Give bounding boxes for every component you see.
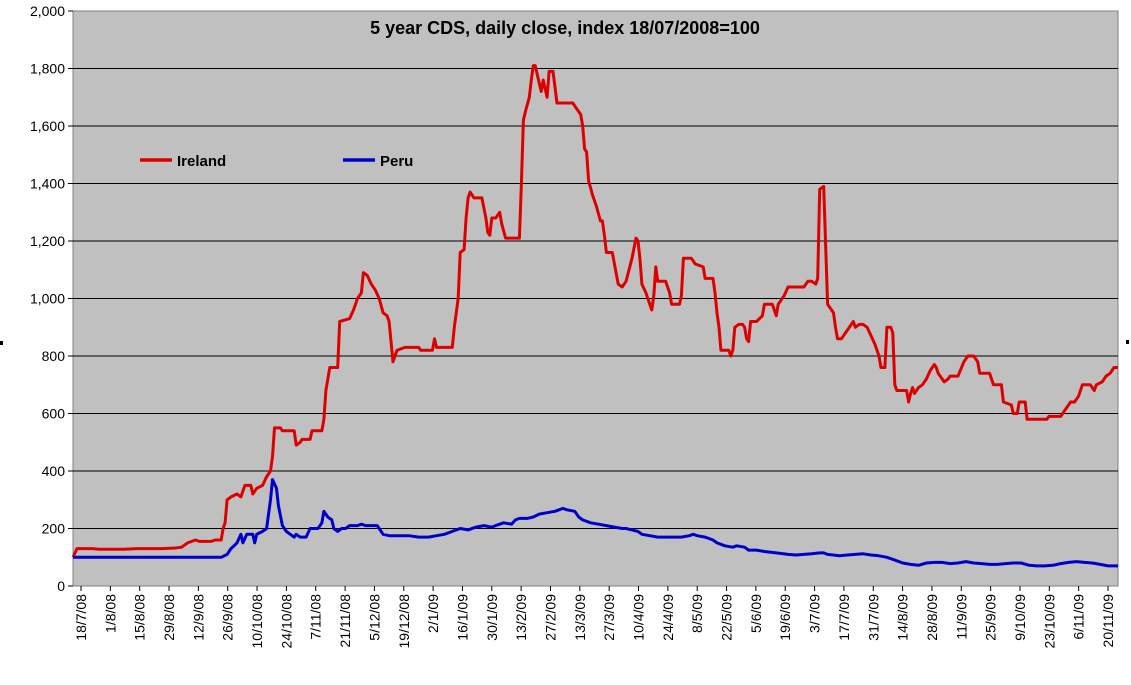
x-tick-label: 25/9/09: [983, 594, 999, 641]
x-tick-label: 24/4/09: [660, 594, 676, 641]
y-tick-label: 1,800: [30, 61, 65, 77]
x-tick-label: 10/10/08: [249, 594, 265, 649]
series-lines: [71, 64, 1118, 568]
x-tick-label: 3/7/09: [807, 594, 823, 633]
y-tick-label: 2,000: [30, 3, 65, 19]
x-tick-label: 29/8/08: [161, 594, 177, 641]
x-tick-label: 27/2/09: [542, 594, 558, 641]
legend: Ireland Peru: [140, 153, 413, 170]
x-tick-label: 27/3/09: [601, 594, 617, 641]
x-tick-label: 2/1/09: [425, 594, 441, 633]
x-tick-label: 13/2/09: [513, 594, 529, 641]
x-tick-label: 7/11/08: [308, 594, 324, 640]
x-tick-label: 18/7/08: [73, 594, 89, 641]
x-tick-label: 17/7/09: [836, 594, 852, 641]
y-tick-label: 400: [42, 463, 66, 479]
y-tick-label: 800: [42, 348, 66, 364]
y-tick-label: 600: [42, 406, 66, 422]
x-tick-label: 12/9/08: [190, 594, 206, 641]
x-tick-label: 24/10/08: [278, 594, 294, 649]
grid-lines: [73, 68, 1118, 529]
x-tick-label: 19/12/08: [396, 594, 412, 649]
series-line-ireland: [71, 64, 1118, 558]
y-tick-label: 1,400: [30, 176, 65, 192]
y-tick-label: 0: [57, 578, 65, 594]
y-axis: 0 200 400 600 800 1,000 1,200 1,400 1,600 1,800 2,…: [30, 3, 73, 594]
x-tick-label: 5/6/09: [748, 594, 764, 633]
x-tick-label: 16/1/09: [454, 594, 470, 641]
x-tick-label: 30/1/09: [484, 594, 500, 641]
x-axis: 18/7/08 1/8/08 15/8/08 29/8/08 12/9/08 26/9/0…: [73, 586, 1116, 649]
x-tick-label: 20/11/09: [1100, 594, 1116, 648]
x-tick-label: 19/6/09: [777, 594, 793, 641]
x-tick-label: 23/10/09: [1041, 594, 1057, 649]
x-tick-label: 26/9/08: [220, 594, 236, 641]
x-tick-label: 10/4/09: [631, 594, 647, 641]
x-tick-label: 28/8/09: [924, 594, 940, 641]
x-tick-label: 11/9/09: [953, 594, 969, 640]
x-tick-label: 6/11/09: [1071, 594, 1087, 640]
x-tick-label: 1/8/08: [102, 594, 118, 633]
y-tick-label: 200: [42, 521, 66, 537]
legend-peru-label: Peru: [380, 153, 413, 170]
series-line-peru: [73, 478, 1118, 568]
y-tick-label: 1,600: [30, 118, 65, 134]
edge-marker-left: [0, 341, 3, 345]
legend-ireland-label: Ireland: [177, 153, 226, 170]
x-tick-label: 9/10/09: [1012, 594, 1028, 641]
x-tick-label: 5/12/08: [366, 594, 382, 641]
x-tick-label: 21/11/08: [337, 594, 353, 648]
x-tick-label: 13/3/09: [572, 594, 588, 641]
x-tick-label: 15/8/08: [132, 594, 148, 641]
x-tick-label: 31/7/09: [865, 594, 881, 641]
y-tick-label: 1,200: [30, 233, 65, 249]
y-tick-label: 1,000: [30, 291, 65, 307]
x-tick-label: 14/8/09: [895, 594, 911, 641]
chart-title: 5 year CDS, daily close, index 18/07/200…: [370, 18, 760, 38]
x-tick-label: 22/5/09: [719, 594, 735, 641]
edge-marker-right: [1126, 340, 1129, 344]
x-tick-label: 8/5/09: [689, 594, 705, 633]
